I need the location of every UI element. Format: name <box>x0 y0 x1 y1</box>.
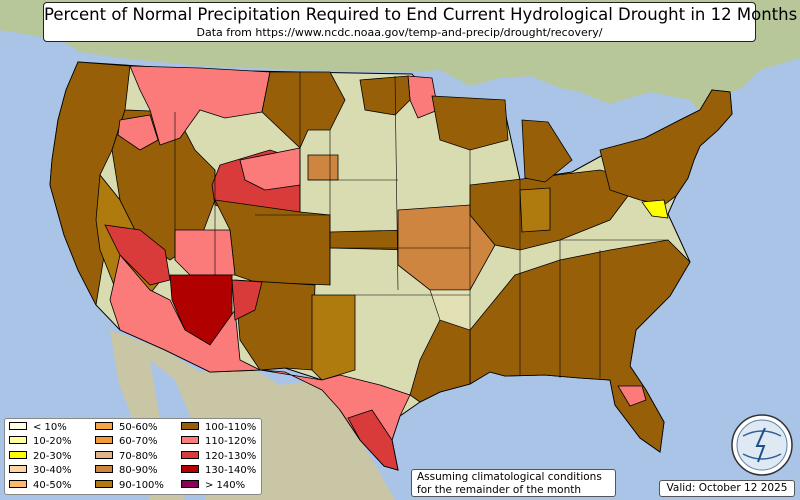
region-120-130-south-texas <box>347 409 399 471</box>
region-80-90-indiana <box>519 187 551 233</box>
region-120-130-nm-west <box>231 279 263 321</box>
legend-label: 70-80% <box>119 451 158 462</box>
legend-swatch <box>181 451 199 459</box>
legend-swatch <box>95 480 113 488</box>
region-110-120-sw-arizona <box>109 254 261 373</box>
map-title: Percent of Normal Precipitation Required… <box>44 5 798 24</box>
legend-swatch <box>95 451 113 459</box>
legend-label: 100-110% <box>205 422 257 433</box>
note-line-2: for the remainder of the month <box>417 483 582 496</box>
legend-item: 60-70% <box>95 436 158 448</box>
region-lt10-arkansas <box>429 289 471 331</box>
legend-label: 10-20% <box>33 436 72 447</box>
legend-label: 60-70% <box>119 436 158 447</box>
legend-item: < 10% <box>9 422 67 434</box>
assumption-note: Assuming climatological conditions for t… <box>411 469 616 497</box>
legend-label: 80-90% <box>119 465 158 476</box>
legend-swatch <box>181 422 199 430</box>
legend-item: 20-30% <box>9 451 72 463</box>
region-90-100-gulf <box>409 319 471 403</box>
note-line-1: Assuming climatological conditions <box>417 471 602 483</box>
legend-label: 50-60% <box>119 422 158 433</box>
legend-label: 30-40% <box>33 465 72 476</box>
region-90-100-great-lakes <box>431 95 509 151</box>
legend-label: 110-120% <box>205 436 257 447</box>
nexlab-logo <box>731 414 793 476</box>
region-90-100-north-plains <box>261 71 346 149</box>
legend-item: 70-80% <box>95 451 158 463</box>
legend-label: > 140% <box>205 480 246 491</box>
region-110-120-utah <box>174 229 236 276</box>
region-90-100-michigan <box>521 119 573 183</box>
legend-swatch <box>9 436 27 444</box>
legend-swatch <box>95 465 113 473</box>
legend-swatch <box>9 451 27 459</box>
legend-swatch <box>9 465 27 473</box>
legend: < 10% 10-20% 20-30% 30-40% 40-50% 50-60%… <box>4 418 262 495</box>
legend-item: 130-140% <box>181 465 256 477</box>
legend-item: 90-100% <box>95 480 164 492</box>
legend-label: 120-130% <box>205 451 257 462</box>
legend-label: 90-100% <box>119 480 164 491</box>
title-box: Percent of Normal Precipitation Required… <box>43 2 798 42</box>
legend-swatch <box>181 436 199 444</box>
legend-label: < 10% <box>33 422 67 433</box>
region-80-90-nebraska <box>307 154 339 181</box>
region-90-100-texas-north <box>311 294 356 381</box>
region-110-120-montana <box>129 65 271 146</box>
legend-swatch <box>9 480 27 488</box>
valid-date: Valid: October 12 2025 <box>659 480 795 497</box>
legend-label: 20-30% <box>33 451 72 462</box>
map-subtitle: Data from https://www.ncdc.noaa.gov/temp… <box>196 26 603 39</box>
legend-item: 40-50% <box>9 480 72 492</box>
legend-item: 110-120% <box>181 436 256 448</box>
region-110-120-wyoming <box>239 147 301 191</box>
legend-swatch <box>95 422 113 430</box>
legend-swatch <box>95 436 113 444</box>
legend-swatch <box>9 422 27 430</box>
legend-item: 100-110% <box>181 422 256 434</box>
legend-swatch <box>181 480 199 488</box>
legend-label: 40-50% <box>33 480 72 491</box>
legend-item: > 140% <box>181 480 245 492</box>
region-110-120-idaho <box>117 114 159 151</box>
lake-ontario <box>610 130 645 146</box>
legend-item: 10-20% <box>9 436 72 448</box>
legend-label: 130-140% <box>205 465 257 476</box>
legend-swatch <box>181 465 199 473</box>
region-110-120-florida <box>617 385 647 407</box>
state-borders <box>174 72 668 378</box>
legend-item: 120-130% <box>181 451 256 463</box>
legend-item: 80-90% <box>95 465 158 477</box>
legend-item: 50-60% <box>95 422 158 434</box>
region-20-30-maryland <box>641 199 669 219</box>
legend-item: 30-40% <box>9 465 72 477</box>
region-90-100-upper-midwest <box>359 75 411 116</box>
